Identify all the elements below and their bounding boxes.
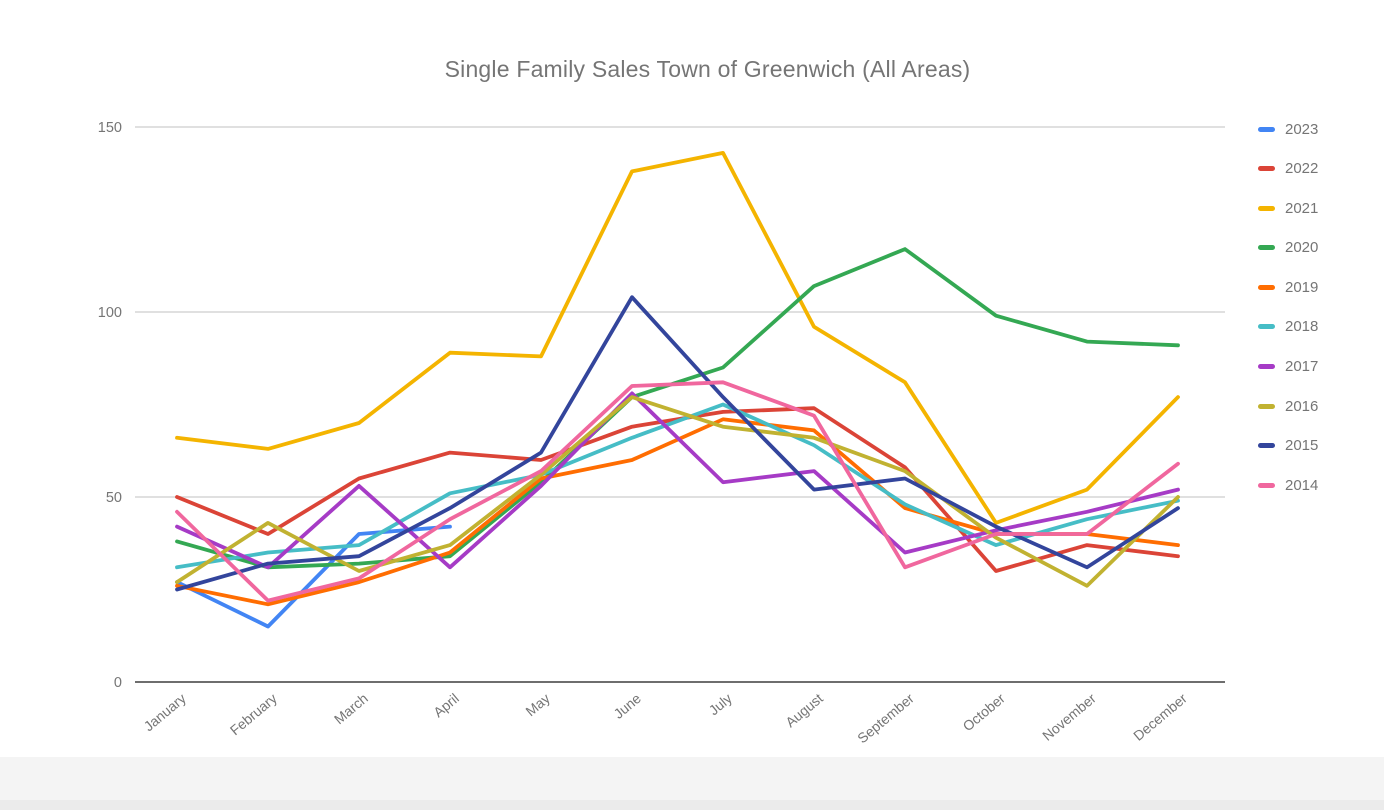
legend-label-2020: 2020 bbox=[1285, 239, 1319, 257]
legend-item-2018: 2018 bbox=[1258, 317, 1318, 337]
x-axis-label-may: May bbox=[522, 690, 553, 719]
legend-label-2023: 2023 bbox=[1285, 120, 1319, 138]
series-line-2021 bbox=[175, 150, 1180, 525]
x-axis-label-november: November bbox=[1039, 690, 1099, 744]
legend-swatch-2023 bbox=[1258, 126, 1275, 132]
y-tick-label-150: 150 bbox=[98, 120, 122, 136]
legend-swatch-2017 bbox=[1258, 364, 1275, 370]
legend-label-2015: 2015 bbox=[1285, 437, 1319, 455]
footer-band bbox=[0, 757, 1384, 800]
legend-item-2023: 2023 bbox=[1258, 119, 1318, 139]
legend-swatch-2019 bbox=[1258, 284, 1275, 290]
legend-item-2015: 2015 bbox=[1258, 436, 1318, 456]
footer-band-edge bbox=[0, 800, 1384, 810]
legend-swatch-2018 bbox=[1258, 324, 1275, 330]
legend-label-2014: 2014 bbox=[1285, 476, 1319, 494]
legend-swatch-2020 bbox=[1258, 245, 1275, 251]
legend-label-2016: 2016 bbox=[1285, 397, 1319, 415]
legend-label-2018: 2018 bbox=[1285, 318, 1319, 336]
x-axis-label-january: January bbox=[140, 690, 188, 734]
x-axis-label-april: April bbox=[430, 690, 462, 720]
legend-item-2020: 2020 bbox=[1258, 238, 1318, 258]
legend-swatch-2014 bbox=[1258, 482, 1275, 488]
legend-label-2021: 2021 bbox=[1285, 199, 1319, 217]
x-axis-label-july: July bbox=[706, 690, 735, 718]
chart-title: Single Family Sales Town of Greenwich (A… bbox=[444, 56, 971, 82]
y-tick-label-0: 0 bbox=[114, 675, 122, 691]
x-axis-label-october: October bbox=[959, 690, 1008, 734]
legend-item-2021: 2021 bbox=[1258, 198, 1318, 218]
legend-label-2017: 2017 bbox=[1285, 358, 1319, 376]
series-line-2018 bbox=[175, 402, 1180, 570]
x-axis-label-february: February bbox=[227, 690, 280, 738]
legend-item-2016: 2016 bbox=[1258, 396, 1318, 416]
legend-item-2017: 2017 bbox=[1258, 357, 1318, 377]
series-line-2016 bbox=[175, 395, 1180, 588]
x-axis-label-june: June bbox=[610, 690, 644, 722]
series-line-2020 bbox=[175, 247, 1180, 570]
y-tick-label-50: 50 bbox=[106, 490, 122, 506]
series-line-2014 bbox=[175, 380, 1180, 603]
y-tick-label-100: 100 bbox=[98, 305, 122, 321]
series-line-2017 bbox=[175, 391, 1180, 570]
legend-swatch-2021 bbox=[1258, 205, 1275, 211]
series-line-2015 bbox=[175, 295, 1180, 592]
legend-item-2022: 2022 bbox=[1258, 159, 1318, 179]
x-axis-label-march: March bbox=[331, 690, 371, 727]
legend-label-2019: 2019 bbox=[1285, 278, 1319, 296]
legend-swatch-2022 bbox=[1258, 166, 1275, 172]
legend-label-2022: 2022 bbox=[1285, 160, 1319, 178]
x-axis-label-december: December bbox=[1130, 690, 1190, 744]
legend-item-2014: 2014 bbox=[1258, 475, 1318, 495]
legend-swatch-2016 bbox=[1258, 403, 1275, 409]
x-axis-label-september: September bbox=[854, 690, 917, 746]
legend-item-2019: 2019 bbox=[1258, 277, 1318, 297]
x-axis-label-august: August bbox=[782, 690, 826, 730]
chart-legend: 2023 2022 2021 2020 2019 2018 2017 2016 2015 2014 bbox=[1258, 119, 1318, 515]
legend-swatch-2015 bbox=[1258, 443, 1275, 449]
